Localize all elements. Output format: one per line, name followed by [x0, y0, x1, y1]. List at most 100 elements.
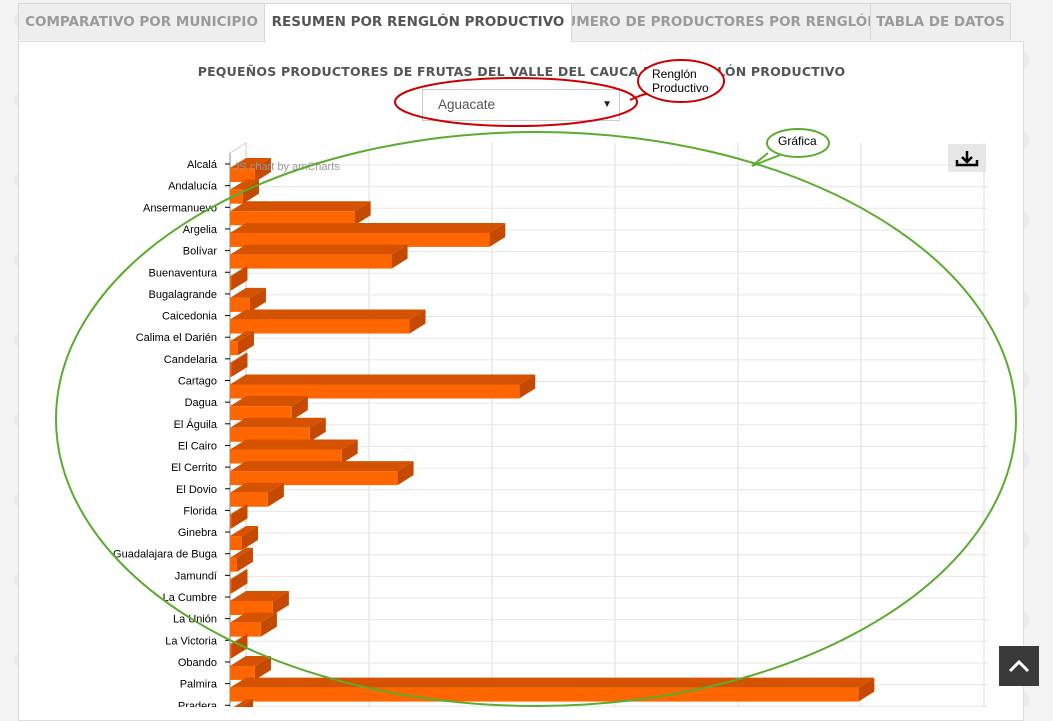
- annotation-bubble-renglon: [637, 59, 725, 103]
- bar-front-face: [230, 341, 238, 356]
- bar-side-face: [249, 287, 266, 312]
- bar-12[interactable]: [230, 417, 326, 442]
- annotation-text-renglon-2: Productivo: [652, 81, 709, 95]
- bar-top-face: [230, 504, 248, 515]
- category-label: Candelaria: [164, 354, 218, 366]
- bar-side-face: [409, 309, 426, 334]
- chart-watermark[interactable]: JS chart by amCharts: [234, 161, 340, 173]
- bar-23[interactable]: [230, 655, 271, 680]
- bar-front-face: [230, 232, 490, 247]
- bar-front-face: [230, 449, 342, 464]
- category-label: Cartago: [178, 376, 217, 388]
- bar-6[interactable]: [230, 287, 266, 312]
- category-label: Florida: [183, 505, 218, 517]
- bar-front-face: [230, 276, 232, 291]
- tab-numero-productores[interactable]: NÚMERO DE PRODUCTORES POR RENGLÓN: [553, 3, 879, 40]
- bar-top-face: [230, 158, 271, 168]
- bar-4[interactable]: [230, 244, 408, 269]
- bar-14[interactable]: [230, 461, 414, 486]
- bar-front-face: [230, 492, 268, 507]
- bar-13[interactable]: [230, 439, 358, 464]
- scroll-top-button[interactable]: [999, 646, 1039, 686]
- bar-front-face: [230, 168, 255, 182]
- category-label: Andalucía: [168, 181, 218, 193]
- annotation-pointer-green: [751, 152, 781, 167]
- annotation-text-renglon-1: Renglón: [652, 67, 697, 81]
- bar-20[interactable]: [230, 591, 289, 615]
- bar-21[interactable]: [230, 612, 277, 637]
- bar-side-face: [260, 612, 277, 637]
- bar-24[interactable]: [230, 677, 875, 702]
- bar-17[interactable]: [230, 526, 258, 551]
- bar-7[interactable]: [230, 309, 426, 334]
- bar-16[interactable]: [230, 504, 248, 529]
- category-label: Jamundí: [175, 570, 217, 582]
- bar-top-face: [230, 244, 408, 255]
- bar-8[interactable]: [230, 331, 254, 356]
- category-label: Bugalagrande: [148, 289, 217, 301]
- category-label: Bolívar: [183, 246, 218, 258]
- category-label: Caicedonia: [162, 311, 218, 323]
- bar-top-face: [230, 222, 506, 233]
- bar-top-face: [230, 612, 277, 623]
- category-label: Pradera: [178, 700, 218, 707]
- bar-side-face: [231, 634, 248, 659]
- bar-front-face: [230, 406, 292, 421]
- bar-19[interactable]: [230, 569, 248, 594]
- bar-18[interactable]: [230, 547, 253, 572]
- bar-top-face: [230, 374, 536, 385]
- download-button[interactable]: [948, 144, 986, 172]
- bar-top-face: [230, 547, 253, 558]
- bar-top-face: [230, 266, 248, 277]
- bar-side-face: [231, 569, 248, 594]
- download-icon: [955, 151, 979, 167]
- bar-front-face: [230, 211, 355, 226]
- bar-0[interactable]: [230, 158, 271, 182]
- bar-top-face: [230, 396, 308, 407]
- bar-15[interactable]: [230, 482, 284, 507]
- category-label: Alcalá: [187, 159, 218, 171]
- bar-9[interactable]: [230, 352, 248, 377]
- bar-front-face: [230, 557, 237, 572]
- bar-side-face: [341, 439, 358, 464]
- category-label: El Cairo: [178, 440, 217, 452]
- bar-side-face: [272, 591, 289, 615]
- bar-top-face: [230, 526, 258, 537]
- bar-top-face: [230, 352, 248, 363]
- bar-11[interactable]: [230, 396, 308, 421]
- bar-side-face: [309, 417, 326, 442]
- renglon-select[interactable]: Aguacate ▼: [422, 89, 620, 121]
- bar-2[interactable]: [230, 201, 371, 226]
- bar-top-face: [230, 482, 284, 493]
- bar-side-face: [231, 504, 248, 529]
- bar-top-face: [230, 179, 259, 190]
- bar-top-face: [230, 461, 414, 472]
- renglon-select-value: Aguacate: [438, 97, 496, 112]
- bar-side-face: [241, 526, 258, 551]
- category-label: Palmira: [180, 679, 218, 691]
- bar-front-face: [230, 665, 255, 680]
- tab-comparativo-municipio[interactable]: COMPARATIVO POR MUNICIPIO: [18, 3, 265, 40]
- bar-front-face: [230, 622, 261, 637]
- category-label: Guadalajara de Buga: [113, 549, 218, 561]
- bar-10[interactable]: [230, 374, 536, 399]
- bar-top-face: [230, 309, 426, 320]
- bar-side-face: [231, 266, 248, 291]
- caret-down-icon: ▼: [602, 99, 612, 110]
- annotation-ellipse-chart: [55, 131, 1017, 707]
- bar-side-face: [236, 547, 253, 572]
- bar-5[interactable]: [230, 266, 248, 291]
- bar-side-face: [240, 699, 253, 707]
- annotation-text-renglon: Renglón Productivo: [652, 67, 709, 95]
- bar-3[interactable]: [230, 222, 506, 247]
- annotation-ellipse-selector: [394, 77, 638, 127]
- category-label: Ginebra: [178, 527, 218, 539]
- chevron-up-icon: [1008, 659, 1030, 673]
- tab-resumen-renglon[interactable]: RESUMEN POR RENGLÓN PRODUCTIVO: [264, 3, 572, 43]
- bar-front-face: [230, 254, 392, 269]
- tab-tabla-datos[interactable]: TABLA DE DATOS: [870, 3, 1011, 40]
- category-label: Argelia: [183, 224, 218, 236]
- category-label: Obando: [178, 657, 217, 669]
- bar-front-face: [230, 579, 232, 594]
- bar-25[interactable]: [230, 699, 253, 707]
